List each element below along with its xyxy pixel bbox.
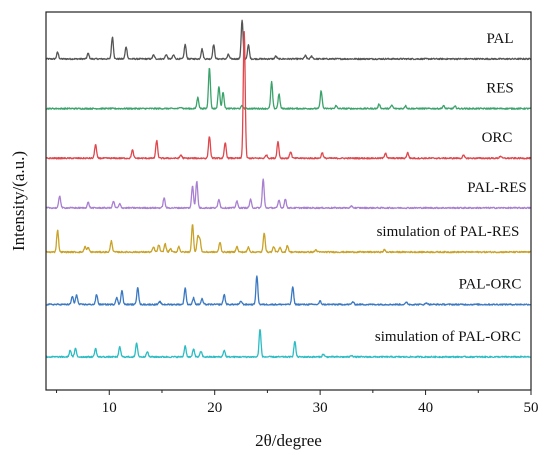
- series-line-simulation-of-pal-res: [46, 224, 531, 254]
- x-tick-label: 10: [102, 400, 117, 416]
- x-tick-label: 50: [524, 400, 539, 416]
- series-line-res: [46, 67, 531, 110]
- y-axis-title: Intensity/(a.u.): [9, 151, 28, 251]
- series-label-pal-res: PAL-RES: [467, 180, 526, 196]
- plot-frame: [45, 11, 532, 391]
- series-layer: [46, 19, 531, 359]
- x-axis-title: 2θ/degree: [255, 431, 322, 450]
- series-label-layer: PAL RES ORC PAL-RES simulation of PAL-RES PAL…: [375, 31, 527, 345]
- x-axis-ticks: 10 20 30 40 50: [56, 390, 539, 416]
- series-label-orc: ORC: [482, 130, 513, 146]
- series-line-simulation-of-pal-orc: [46, 329, 531, 359]
- x-tick-label: 40: [418, 400, 433, 416]
- series-label-simulation-of-pal-orc: simulation of PAL-ORC: [375, 329, 521, 345]
- series-line-orc: [46, 30, 531, 160]
- series-label-pal-orc: PAL-ORC: [459, 277, 522, 293]
- series-label-simulation-of-pal-res: simulation of PAL-RES: [377, 224, 520, 240]
- series-line-pal-res: [46, 178, 531, 210]
- series-line-pal: [46, 19, 531, 61]
- series-label-pal: PAL: [487, 31, 514, 47]
- x-tick-label: 20: [207, 400, 222, 416]
- x-tick-label: 30: [313, 400, 328, 416]
- series-line-pal-orc: [46, 275, 531, 306]
- series-label-res: RES: [486, 81, 514, 97]
